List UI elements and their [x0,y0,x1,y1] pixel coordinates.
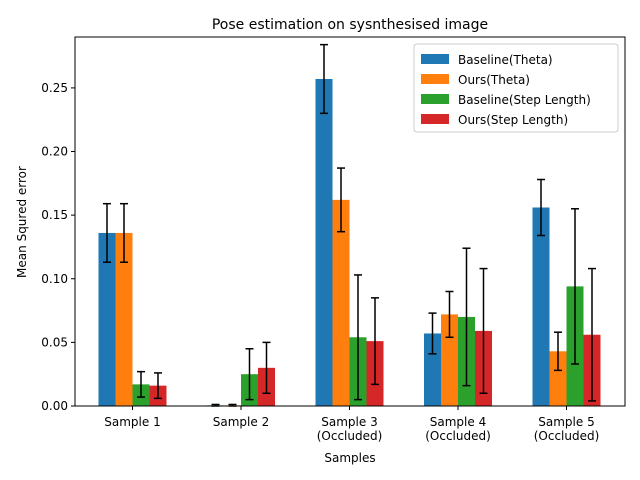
bar-1-3 [315,78,333,406]
legend-label: Baseline(Step Length) [458,93,591,107]
error-bar-2-1 [120,202,128,263]
bar-2-1 [115,232,133,406]
error-bar-4-4 [479,267,488,395]
y-axis: 0.00 0.05 0.10 0.15 0.20 0.25 [41,81,75,413]
legend-item-2: Ours(Theta) [421,73,530,87]
legend-label: Ours(Step Length) [458,113,568,127]
y-tick-label: 0.10 [41,272,68,286]
x-tick-label: (Occluded) [425,429,491,443]
y-tick-label: 0.15 [41,208,68,222]
y-tick-label: 0.05 [41,335,68,349]
error-bar-2-3 [337,167,345,233]
error-bar-2-4 [445,290,454,339]
y-axis-label: Mean Squred error [15,166,29,278]
error-bar-1-1 [103,202,111,263]
error-bar-3-3 [354,274,362,401]
legend-item-1: Baseline(Theta) [421,53,553,67]
x-tick-label: Sample 4 [430,415,486,429]
error-bar-4-5 [588,267,596,402]
bar-2-4 [441,314,458,406]
error-bar-1-5 [537,178,545,237]
legend-swatch [421,54,449,64]
error-bar-3-5 [571,208,579,365]
error-bar-1-4 [428,312,437,355]
bar-2-3 [332,199,350,406]
y-tick-label: 0.25 [41,81,68,95]
error-bar-3-4 [462,247,471,387]
legend-item-4: Ours(Step Length) [421,113,568,127]
error-bar-3-2 [245,347,254,401]
error-bar-4-1 [154,372,162,400]
error-bar-1-3 [320,43,328,115]
legend-box [413,43,619,133]
y-tick-label: 0.20 [41,145,68,159]
legend-swatch [421,74,449,84]
chart-title: Pose estimation on sysnthesised image [212,17,488,33]
bar-2-5 [549,351,567,406]
legend-swatch [421,94,449,104]
plot-area [74,36,626,407]
legend-swatch [421,114,449,124]
x-tick-label: (Occluded) [534,429,600,443]
error-bar-3-1 [137,370,145,398]
legend-item-3: Baseline(Step Length) [421,93,591,107]
x-tick-label: Sample 5 [538,415,594,429]
x-tick-label: (Occluded) [317,429,383,443]
x-tick-label: Sample 1 [104,415,160,429]
bar-1-5 [532,207,550,406]
legend: Baseline(Theta) Ours(Theta) Baseline(Step … [413,43,619,133]
x-tick-label: Sample 2 [213,415,269,429]
x-axis-label: Samples [324,451,375,465]
error-bar-4-3 [371,297,379,386]
y-tick-label: 0.00 [41,399,68,413]
error-bar-2-5 [554,331,562,372]
x-tick-label: Sample 3 [321,415,377,429]
legend-label: Ours(Theta) [458,73,530,87]
legend-label: Baseline(Theta) [458,53,553,67]
error-bar-4-2 [262,341,271,395]
x-axis: Sample 1 Sample 2 Sample 3(Occluded)Sample… [104,406,599,443]
bar-1-4 [424,333,441,406]
bar-1-1 [98,232,116,406]
